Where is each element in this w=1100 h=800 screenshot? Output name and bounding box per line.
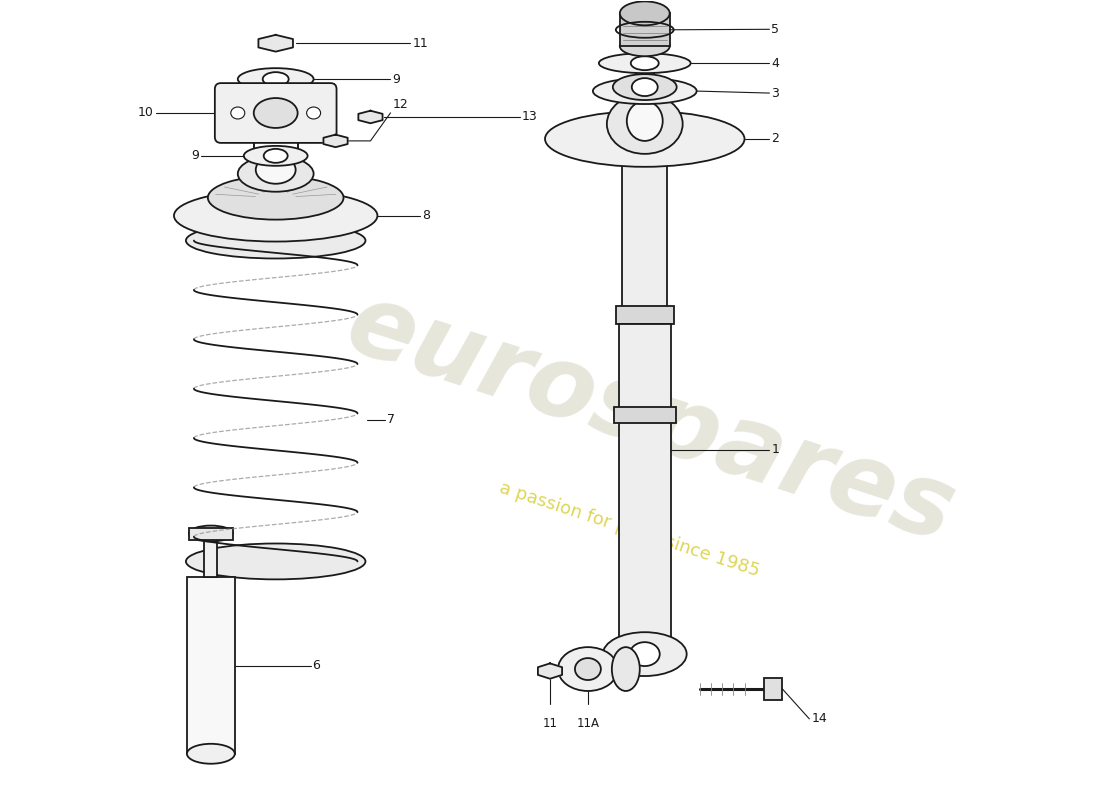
Text: 11A: 11A (576, 717, 600, 730)
Ellipse shape (603, 632, 686, 676)
Text: 2: 2 (771, 133, 779, 146)
Text: 7: 7 (387, 414, 395, 426)
FancyBboxPatch shape (187, 578, 234, 754)
Ellipse shape (630, 56, 659, 70)
Text: eurospares: eurospares (334, 276, 966, 564)
Text: 6: 6 (312, 659, 320, 672)
Ellipse shape (307, 107, 320, 119)
FancyBboxPatch shape (214, 83, 337, 143)
Ellipse shape (187, 744, 234, 764)
FancyBboxPatch shape (616, 306, 673, 324)
FancyBboxPatch shape (636, 26, 653, 161)
FancyBboxPatch shape (764, 678, 782, 700)
Ellipse shape (174, 190, 377, 242)
Ellipse shape (186, 543, 365, 579)
Text: 9: 9 (191, 150, 199, 162)
Ellipse shape (231, 107, 245, 119)
Ellipse shape (254, 98, 298, 128)
Text: 9: 9 (393, 73, 400, 86)
FancyBboxPatch shape (619, 324, 671, 637)
FancyBboxPatch shape (205, 539, 218, 578)
Text: 8: 8 (422, 209, 430, 222)
Ellipse shape (598, 54, 691, 73)
Ellipse shape (544, 111, 745, 167)
Text: 13: 13 (522, 110, 538, 123)
Text: 11: 11 (542, 717, 558, 730)
Ellipse shape (263, 72, 288, 86)
Ellipse shape (238, 68, 314, 90)
FancyBboxPatch shape (189, 527, 233, 539)
Ellipse shape (631, 78, 658, 96)
Ellipse shape (248, 122, 260, 130)
Ellipse shape (613, 74, 676, 100)
Ellipse shape (607, 94, 683, 154)
Text: 11: 11 (412, 37, 428, 50)
Ellipse shape (593, 78, 696, 104)
Polygon shape (258, 35, 293, 52)
Ellipse shape (575, 658, 601, 680)
Ellipse shape (208, 176, 343, 220)
Polygon shape (323, 134, 348, 147)
Text: a passion for parts since 1985: a passion for parts since 1985 (497, 479, 762, 580)
Ellipse shape (186, 222, 365, 258)
Text: 14: 14 (812, 712, 827, 726)
Polygon shape (359, 110, 383, 123)
Ellipse shape (612, 647, 640, 691)
Polygon shape (538, 663, 562, 678)
Text: 12: 12 (393, 98, 408, 111)
Ellipse shape (244, 146, 308, 166)
Ellipse shape (189, 526, 233, 542)
FancyBboxPatch shape (623, 161, 668, 315)
Text: 1: 1 (771, 443, 779, 456)
Text: 4: 4 (771, 57, 779, 70)
Ellipse shape (619, 36, 670, 56)
Ellipse shape (558, 647, 618, 691)
Ellipse shape (255, 156, 296, 184)
Text: 3: 3 (771, 86, 779, 99)
Ellipse shape (619, 2, 670, 26)
Ellipse shape (264, 149, 288, 163)
Text: 5: 5 (771, 22, 780, 36)
Ellipse shape (627, 101, 662, 141)
Ellipse shape (630, 642, 660, 666)
Ellipse shape (292, 122, 304, 130)
Text: 10: 10 (139, 106, 154, 119)
FancyBboxPatch shape (619, 14, 670, 46)
Ellipse shape (238, 156, 314, 192)
FancyBboxPatch shape (614, 407, 675, 423)
